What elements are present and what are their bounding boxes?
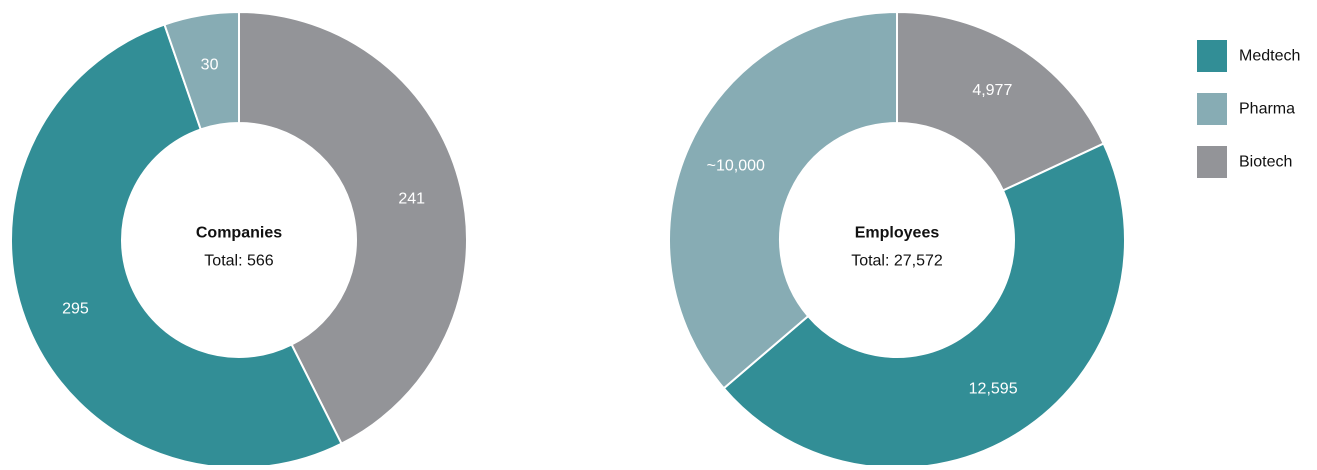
employees-donut: 4,977 12,595 ~10,000 Employees Total: 27,572 [668, 10, 1126, 469]
slice-label-medtech: 295 [62, 301, 89, 318]
slice-label-pharma: ~10,000 [707, 157, 765, 174]
slice-medtech [722, 142, 1126, 469]
slice-medtech [10, 23, 343, 469]
center-total: Total: 27,572 [851, 253, 943, 270]
center-title: Employees [855, 225, 940, 242]
legend-label-pharma: Pharma [1239, 101, 1295, 118]
legend-swatch-pharma [1197, 93, 1227, 125]
legend-item-pharma: Pharma [1197, 93, 1295, 125]
slice-label-biotech: 4,977 [972, 82, 1012, 99]
slice-pharma [668, 10, 898, 390]
slice-pharma [163, 10, 240, 131]
legend-swatch-medtech [1197, 40, 1227, 72]
legend-item-biotech: Biotech [1197, 146, 1292, 178]
slice-label-biotech: 241 [398, 190, 425, 207]
slice-label-medtech: 12,595 [969, 381, 1018, 398]
companies-donut: 241 295 30 Companies Total: 566 [10, 10, 468, 469]
legend-item-medtech: Medtech [1197, 40, 1300, 72]
legend-label-medtech: Medtech [1239, 48, 1300, 65]
center-total: Total: 566 [204, 253, 273, 270]
center-title: Companies [196, 225, 282, 242]
legend: Medtech Pharma Biotech [1197, 40, 1300, 178]
slice-label-pharma: 30 [201, 56, 219, 73]
legend-swatch-biotech [1197, 146, 1227, 178]
slice-biotech [896, 10, 1105, 192]
legend-label-biotech: Biotech [1239, 154, 1292, 171]
slice-biotech [238, 10, 468, 446]
